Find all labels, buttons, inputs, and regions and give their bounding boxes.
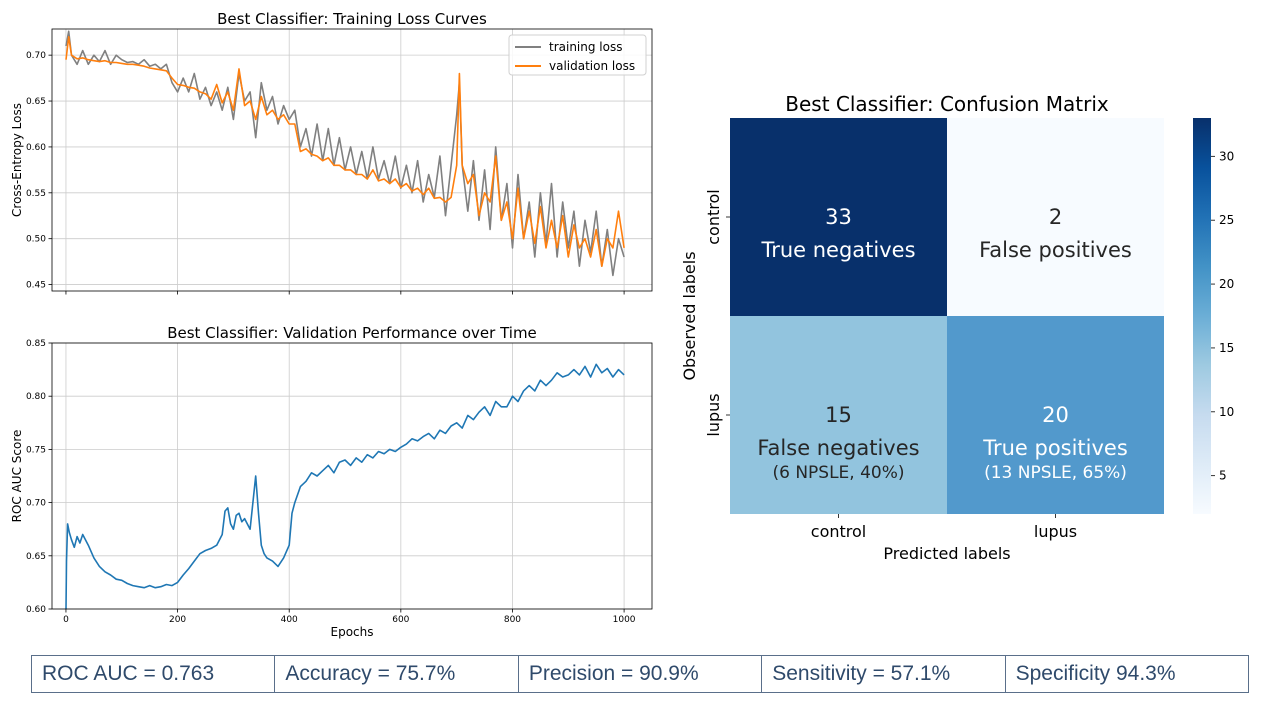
cm-cell-sublabel: (13 NPSLE, 65%) (984, 463, 1127, 483)
colorbar-tick-label: 5 (1219, 469, 1227, 483)
cm-cell (947, 118, 1164, 316)
loss-chart-y-tick-label: 0.65 (26, 97, 46, 107)
loss-chart-y-tick-label: 0.55 (26, 189, 46, 199)
auc-chart-y-tick-label: 0.70 (26, 499, 46, 509)
colorbar (1193, 118, 1211, 514)
auc-chart-series-line (65, 363, 625, 610)
metric-specificity: Specificity 94.3% (1015, 662, 1176, 685)
auc-chart-y-axis-label: ROC AUC Score (10, 430, 24, 523)
loss-chart-series-line (65, 35, 625, 268)
cm-x-tick-label: lupus (1034, 522, 1077, 541)
auc-chart-x-tick-label: 0 (63, 615, 69, 625)
loss-chart-legend-label: validation loss (549, 59, 635, 73)
colorbar-tick-label: 25 (1219, 213, 1234, 227)
auc-chart-y-tick-label: 0.75 (26, 445, 46, 455)
loss-chart-title: Best Classifier: Training Loss Curves (217, 10, 487, 28)
cm-cell-label: False negatives (757, 436, 919, 460)
auc-chart-y-tick-label: 0.85 (26, 339, 46, 349)
auc-chart-axes-frame (51, 342, 653, 610)
loss-chart-axes-frame (51, 28, 653, 292)
loss-chart-legend-box (508, 34, 647, 76)
cm-cell-count: 33 (825, 205, 852, 229)
auc-chart-y-tick-label: 0.65 (26, 552, 46, 562)
auc-chart-x-tick-label: 800 (504, 615, 521, 625)
cm-cell (730, 118, 947, 316)
auc-chart-y-tick-label: 0.80 (26, 392, 46, 402)
metric-accuracy: Accuracy = 75.7% (275, 656, 519, 692)
loss-chart-y-axis-label: Cross-Entropy Loss (10, 103, 24, 217)
auc-chart-y-tick-label: 0.60 (26, 605, 46, 615)
metric-precision: Precision = 90.9% (519, 656, 763, 692)
cm-cell-label: False positives (979, 238, 1132, 262)
cm-y-axis-label: Observed labels (680, 251, 699, 380)
cm-cell-label: True positives (982, 436, 1128, 460)
colorbar-tick-label: 20 (1219, 277, 1234, 291)
loss-chart-y-tick-label: 0.70 (26, 51, 46, 61)
auc-chart-x-axis-label: Epochs (331, 625, 374, 639)
cm-cell-count: 20 (1042, 403, 1069, 427)
cm-cell-count: 2 (1049, 205, 1062, 229)
cm-cell-sublabel: (6 NPSLE, 40%) (772, 463, 904, 483)
auc-chart-x-tick-label: 600 (392, 615, 409, 625)
cm-cell-label: True negatives (760, 238, 915, 262)
auc-chart-x-tick-label: 1000 (613, 615, 636, 625)
metric-sensitivity: Sensitivity = 57.1% (762, 656, 1006, 692)
cm-cell (730, 316, 947, 514)
cm-y-tick-label: control (704, 189, 723, 244)
loss-chart-legend-label: training loss (549, 40, 622, 54)
metric-roc-auc: ROC AUC = 0.763 (32, 656, 276, 692)
cm-y-tick-label: lupus (704, 393, 723, 436)
cm-cell (947, 316, 1164, 514)
colorbar-tick-label: 10 (1219, 405, 1234, 419)
cm-cell-count: 15 (825, 403, 852, 427)
loss-chart-y-tick-label: 0.50 (26, 235, 46, 245)
loss-chart-y-tick-label: 0.45 (26, 281, 46, 291)
cm-title: Best Classifier: Confusion Matrix (785, 92, 1109, 116)
metrics-bar: ROC AUC = 0.763 Accuracy = 75.7% Precisi… (31, 655, 1249, 693)
colorbar-tick-label: 15 (1219, 341, 1234, 355)
auc-chart-title: Best Classifier: Validation Performance … (167, 324, 537, 342)
cm-x-tick-label: control (811, 522, 866, 541)
loss-chart-y-tick-label: 0.60 (26, 143, 46, 153)
auc-chart-x-tick-label: 200 (169, 615, 186, 625)
auc-chart-x-tick-label: 400 (281, 615, 298, 625)
colorbar-tick-label: 30 (1219, 149, 1234, 163)
cm-x-axis-label: Predicted labels (883, 544, 1010, 563)
